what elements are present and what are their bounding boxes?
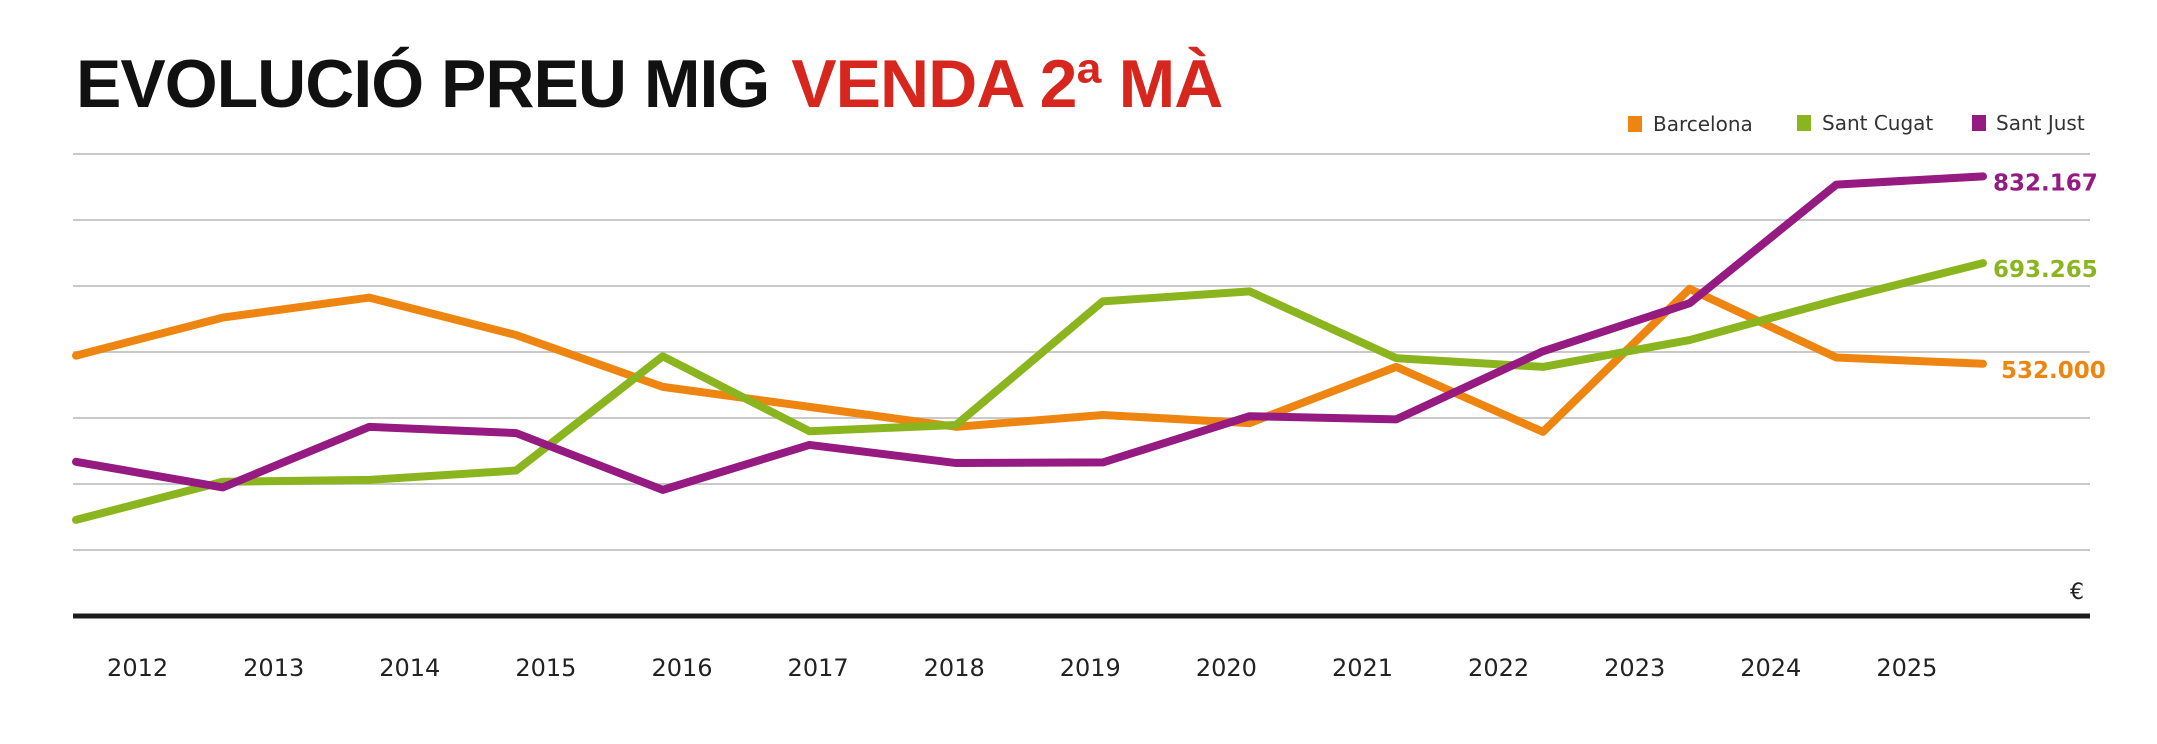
x-tick-label: 2012 bbox=[107, 654, 168, 682]
x-tick-label: 2013 bbox=[243, 654, 304, 682]
end-label-sant-cugat: 693.265 bbox=[1993, 257, 2098, 283]
x-tick-label: 2014 bbox=[379, 654, 440, 682]
legend-swatch-sant-cugat bbox=[1797, 115, 1811, 131]
end-label-sant-just: 832.167 bbox=[1993, 170, 2098, 196]
end-labels: 532.000 693.265 832.167 bbox=[1993, 170, 2106, 383]
legend: Barcelona Sant Cugat Sant Just bbox=[1628, 111, 2085, 136]
chart-title-main: EVOLUCIÓ PREU MIG bbox=[76, 46, 770, 122]
x-tick-label: 2021 bbox=[1332, 654, 1393, 682]
x-tick-label: 2017 bbox=[788, 654, 849, 682]
legend-swatch-sant-just bbox=[1972, 115, 1986, 131]
end-label-barcelona: 532.000 bbox=[2001, 358, 2106, 384]
gridlines bbox=[73, 153, 2090, 551]
series-lines bbox=[72, 172, 1987, 524]
unit-label: € bbox=[2070, 580, 2084, 605]
series-line-sant-just bbox=[72, 172, 1987, 494]
x-tick-label: 2025 bbox=[1876, 654, 1937, 682]
chart-title-highlight: VENDA 2ª MÀ bbox=[791, 46, 1223, 122]
x-tick-label: 2016 bbox=[651, 654, 712, 682]
legend-swatch-barcelona bbox=[1628, 116, 1642, 132]
x-tick-label: 2023 bbox=[1604, 654, 1665, 682]
x-tick-label: 2019 bbox=[1060, 654, 1121, 682]
legend-label-barcelona: Barcelona bbox=[1653, 112, 1753, 136]
x-tick-label: 2018 bbox=[924, 654, 985, 682]
x-tick-label: 2022 bbox=[1468, 654, 1529, 682]
legend-label-sant-cugat: Sant Cugat bbox=[1822, 111, 1933, 135]
x-tick-label: 2020 bbox=[1196, 654, 1257, 682]
x-tick-label: 2015 bbox=[515, 654, 576, 682]
legend-label-sant-just: Sant Just bbox=[1996, 111, 2085, 135]
x-axis-labels: 2012 2013 2014 2015 2016 2017 2018 2019 2020 2021… bbox=[107, 654, 1937, 682]
chart-title: EVOLUCIÓ PREU MIG VENDA 2ª MÀ bbox=[76, 46, 1223, 122]
x-tick-label: 2024 bbox=[1740, 654, 1801, 682]
series-line-sant-cugat bbox=[72, 259, 1987, 524]
